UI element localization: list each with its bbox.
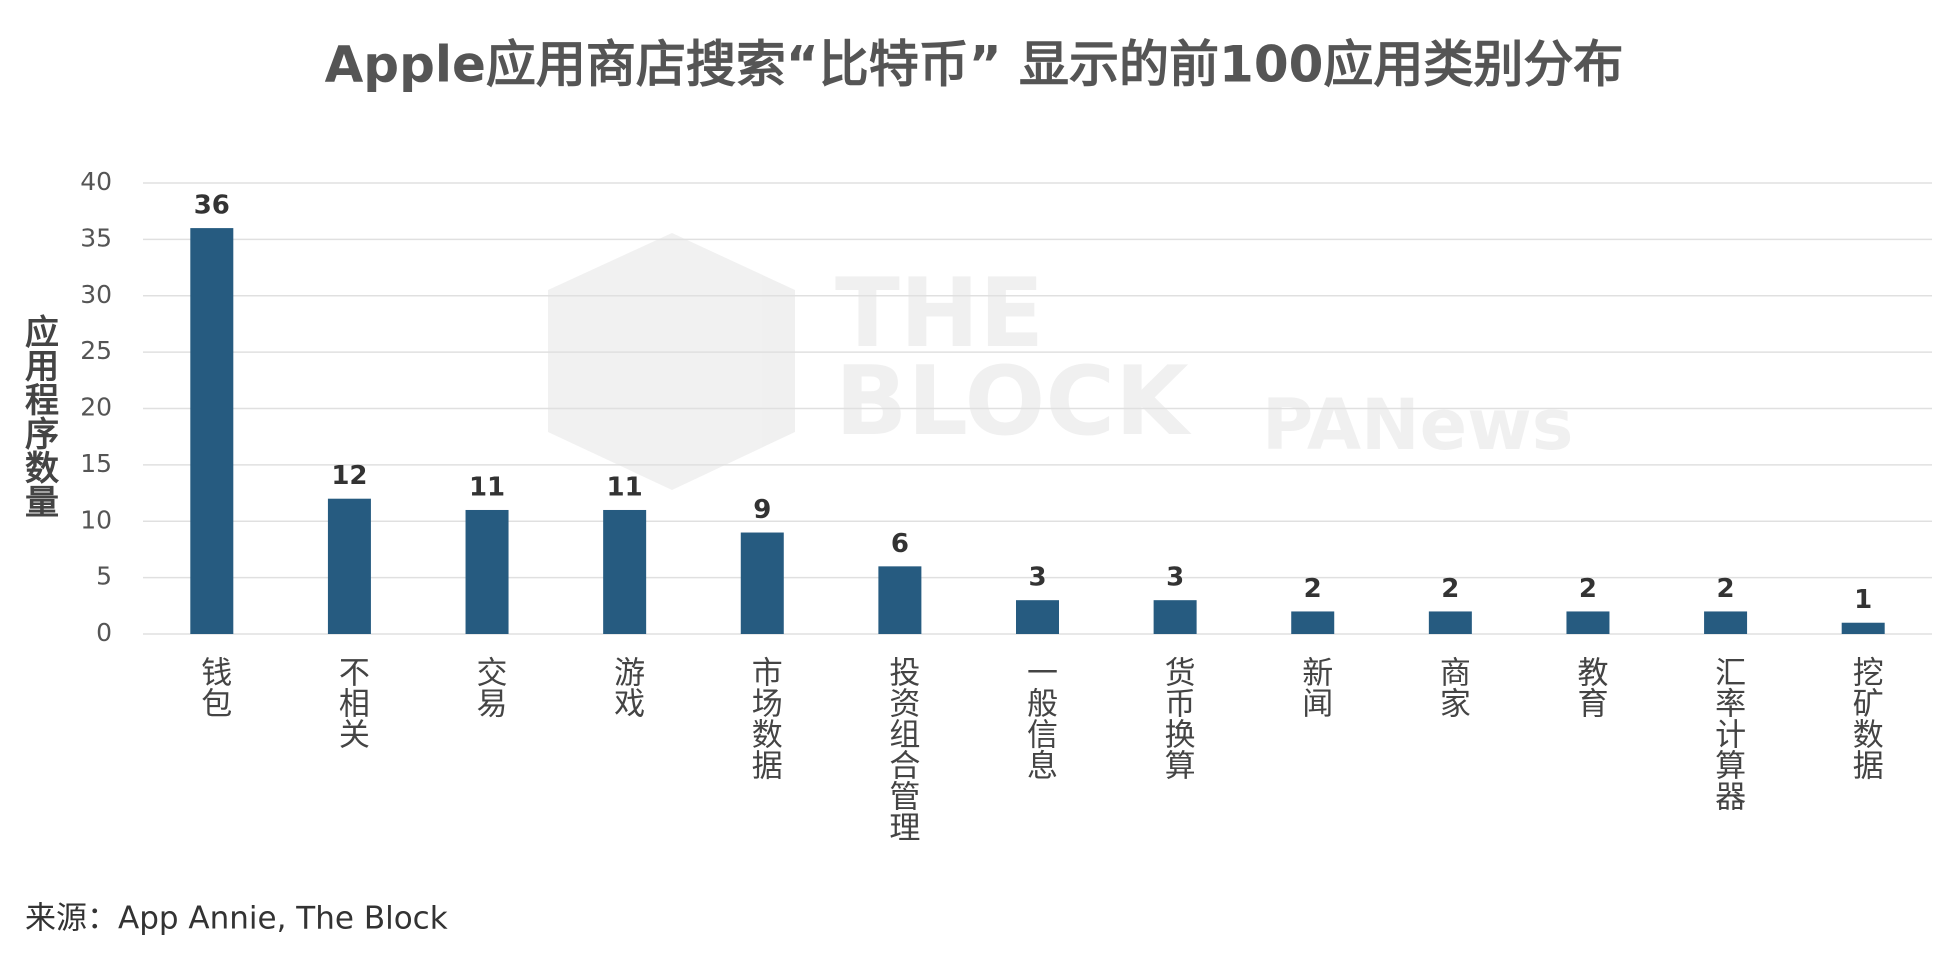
y-tick-label: 5 [96, 562, 112, 591]
y-tick-label: 10 [80, 505, 112, 534]
watermark-text: THE [835, 259, 1044, 369]
data-label: 2 [1717, 574, 1735, 604]
bar [1153, 600, 1197, 634]
y-tick-label: 25 [80, 336, 112, 365]
data-label: 6 [891, 529, 909, 559]
bar [327, 498, 371, 634]
bar [1291, 611, 1335, 634]
x-tick-label: 挖矿数据 [1847, 656, 1884, 780]
bar [1428, 611, 1472, 634]
chart-title: Apple应用商店搜索“比特币” 显示的前100应用类别分布 [325, 36, 1624, 94]
bar [1704, 611, 1748, 634]
bar [465, 509, 509, 634]
x-tick-label: 市场数据 [746, 656, 783, 780]
data-label: 12 [331, 461, 367, 491]
data-label: 11 [607, 472, 643, 502]
x-tick-label: 不相关 [333, 656, 370, 749]
watermark-text: PANews [1262, 384, 1573, 466]
x-tick-label: 投资组合管理 [883, 656, 919, 842]
bar [878, 566, 922, 634]
x-tick-label: 新闻 [1296, 656, 1332, 718]
bar [603, 509, 647, 634]
data-label: 9 [753, 495, 771, 525]
data-label: 2 [1441, 574, 1459, 604]
data-label: 3 [1028, 563, 1046, 593]
x-tick-label: 教育 [1571, 656, 1607, 718]
x-tick-label: 货币换算 [1159, 656, 1195, 780]
x-tick-label: 一般信息 [1021, 656, 1058, 780]
data-label: 36 [194, 191, 230, 221]
y-tick-label: 30 [80, 280, 112, 309]
x-tick-label: 汇率计算器 [1709, 656, 1746, 811]
x-tick-label: 商家 [1434, 656, 1470, 718]
y-tick-label: 40 [80, 167, 112, 196]
data-label: 2 [1304, 574, 1322, 604]
y-tick-label: 0 [96, 618, 112, 647]
data-label: 1 [1854, 585, 1872, 615]
x-tick-label: 游戏 [608, 656, 645, 718]
data-label: 3 [1166, 563, 1184, 593]
x-tick-label: 钱包 [195, 656, 231, 718]
y-tick-label: 20 [80, 393, 112, 422]
data-label: 11 [469, 472, 505, 502]
watermark: THE BLOCK PANews [548, 233, 1573, 490]
watermark-logo [548, 233, 795, 490]
data-label: 2 [1579, 574, 1597, 604]
y-tick-label: 15 [80, 449, 112, 478]
source: 来源：App Annie, The Block [25, 901, 448, 937]
bar [1016, 600, 1059, 634]
y-tick-label: 35 [80, 223, 112, 252]
bar [740, 532, 784, 634]
bar [1566, 611, 1610, 634]
watermark-text: BLOCK [835, 347, 1192, 457]
bar [190, 228, 234, 634]
y-axis-label: 应用程序数量 [19, 314, 59, 518]
bar [1841, 622, 1885, 634]
x-tick-label: 交易 [471, 656, 507, 718]
